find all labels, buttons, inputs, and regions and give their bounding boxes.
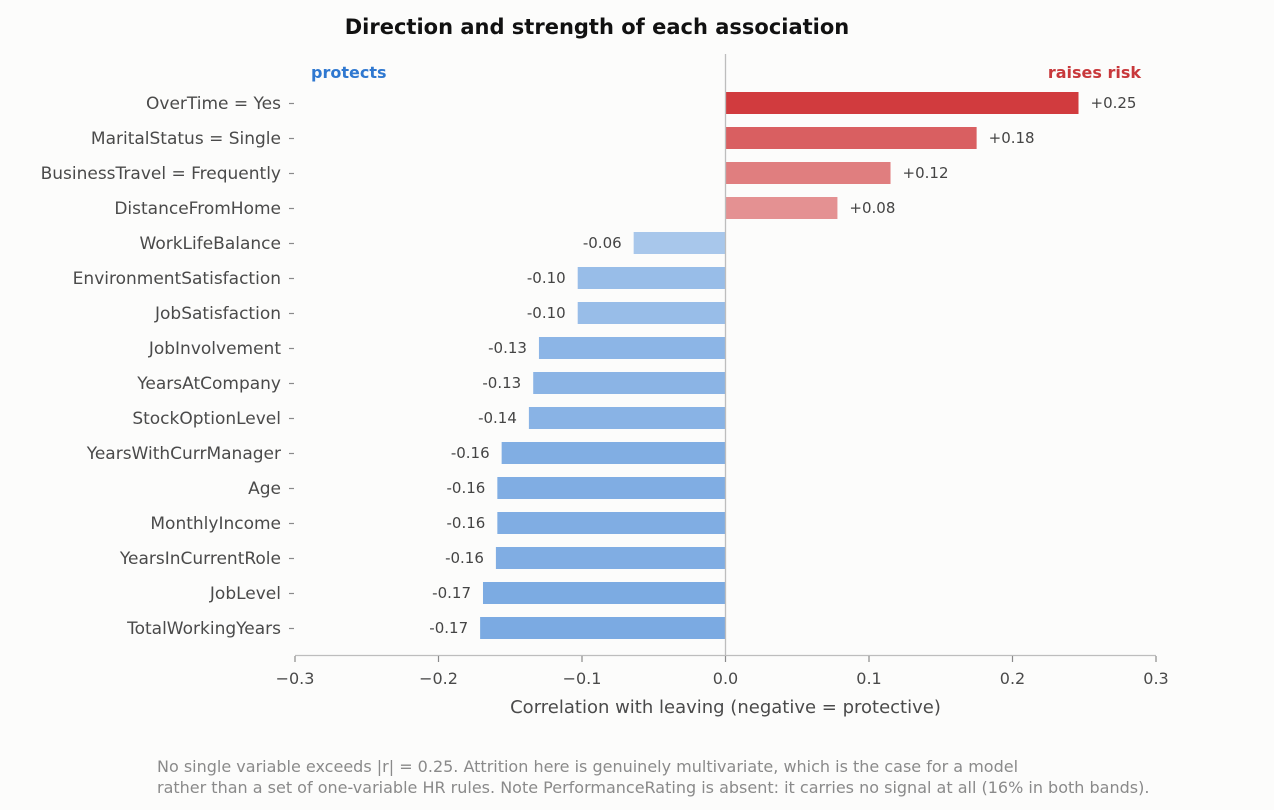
value-label: -0.14 [478,409,517,427]
category-label: MonthlyIncome [150,514,281,534]
value-label: +0.25 [1091,94,1137,112]
category-label: JobLevel [209,584,281,604]
value-label: -0.13 [482,374,521,392]
value-label: +0.12 [903,164,949,182]
chart-title: Direction and strength of each associati… [345,15,850,39]
bar [538,337,726,359]
bar [501,442,726,464]
bar [725,127,977,149]
bar [725,197,838,219]
x-axis-ticks: −0.3 −0.2 −0.1 0.0 0.1 0.2 0.3 [276,656,1169,688]
category-label: OverTime = Yes [146,94,281,114]
footnote: No single variable exceeds |r| = 0.25. A… [157,756,1267,798]
value-label: -0.06 [583,234,622,252]
x-tick-label: −0.1 [563,669,602,688]
bar [497,512,726,534]
value-label: -0.10 [527,304,566,322]
bar [577,267,726,289]
raises-risk-annotation: raises risk [1048,63,1142,82]
bar [577,302,726,324]
value-label: -0.13 [488,339,527,357]
x-tick-label: 0.2 [1000,669,1025,688]
value-label: -0.10 [527,269,566,287]
x-tick-label: 0.3 [1143,669,1168,688]
footnote-line-1: No single variable exceeds |r| = 0.25. A… [157,757,1019,776]
value-label: +0.08 [849,199,895,217]
category-label: BusinessTravel = Frequently [41,164,281,184]
bar [725,92,1079,114]
protects-annotation: protects [311,63,387,82]
category-label: EnvironmentSatisfaction [73,269,281,289]
bar [495,547,726,569]
value-label: -0.16 [445,549,484,567]
x-tick-label: 0.0 [713,669,738,688]
x-tick-label: −0.3 [276,669,315,688]
category-label: WorkLifeBalance [140,234,282,254]
footnote-line-2: rather than a set of one-variable HR rul… [157,778,1150,797]
bar [633,232,726,254]
bar [533,372,726,394]
bar [482,582,726,604]
category-label: YearsWithCurrManager [86,444,281,464]
value-label: -0.16 [451,444,490,462]
x-tick-label: −0.2 [419,669,458,688]
bar [480,617,726,639]
bar [497,477,726,499]
category-label: YearsAtCompany [136,374,281,394]
value-label: -0.17 [429,619,468,637]
category-label: JobSatisfaction [154,304,281,324]
x-tick-label: 0.1 [856,669,881,688]
category-label: DistanceFromHome [114,199,281,219]
value-label: -0.16 [447,479,486,497]
category-label: YearsInCurrentRole [119,549,281,569]
category-label: TotalWorkingYears [126,619,281,639]
bars-group: OverTime = Yes +0.25 MaritalStatus = Singl… [41,92,1137,639]
category-label: StockOptionLevel [132,409,281,429]
bar [528,407,726,429]
value-label: +0.18 [989,129,1035,147]
x-axis-label: Correlation with leaving (negative = pro… [510,697,941,718]
bar [725,162,891,184]
category-label: MaritalStatus = Single [91,129,281,149]
value-label: -0.16 [447,514,486,532]
category-label: Age [248,479,281,499]
category-label: JobInvolvement [148,339,281,359]
value-label: -0.17 [432,584,471,602]
